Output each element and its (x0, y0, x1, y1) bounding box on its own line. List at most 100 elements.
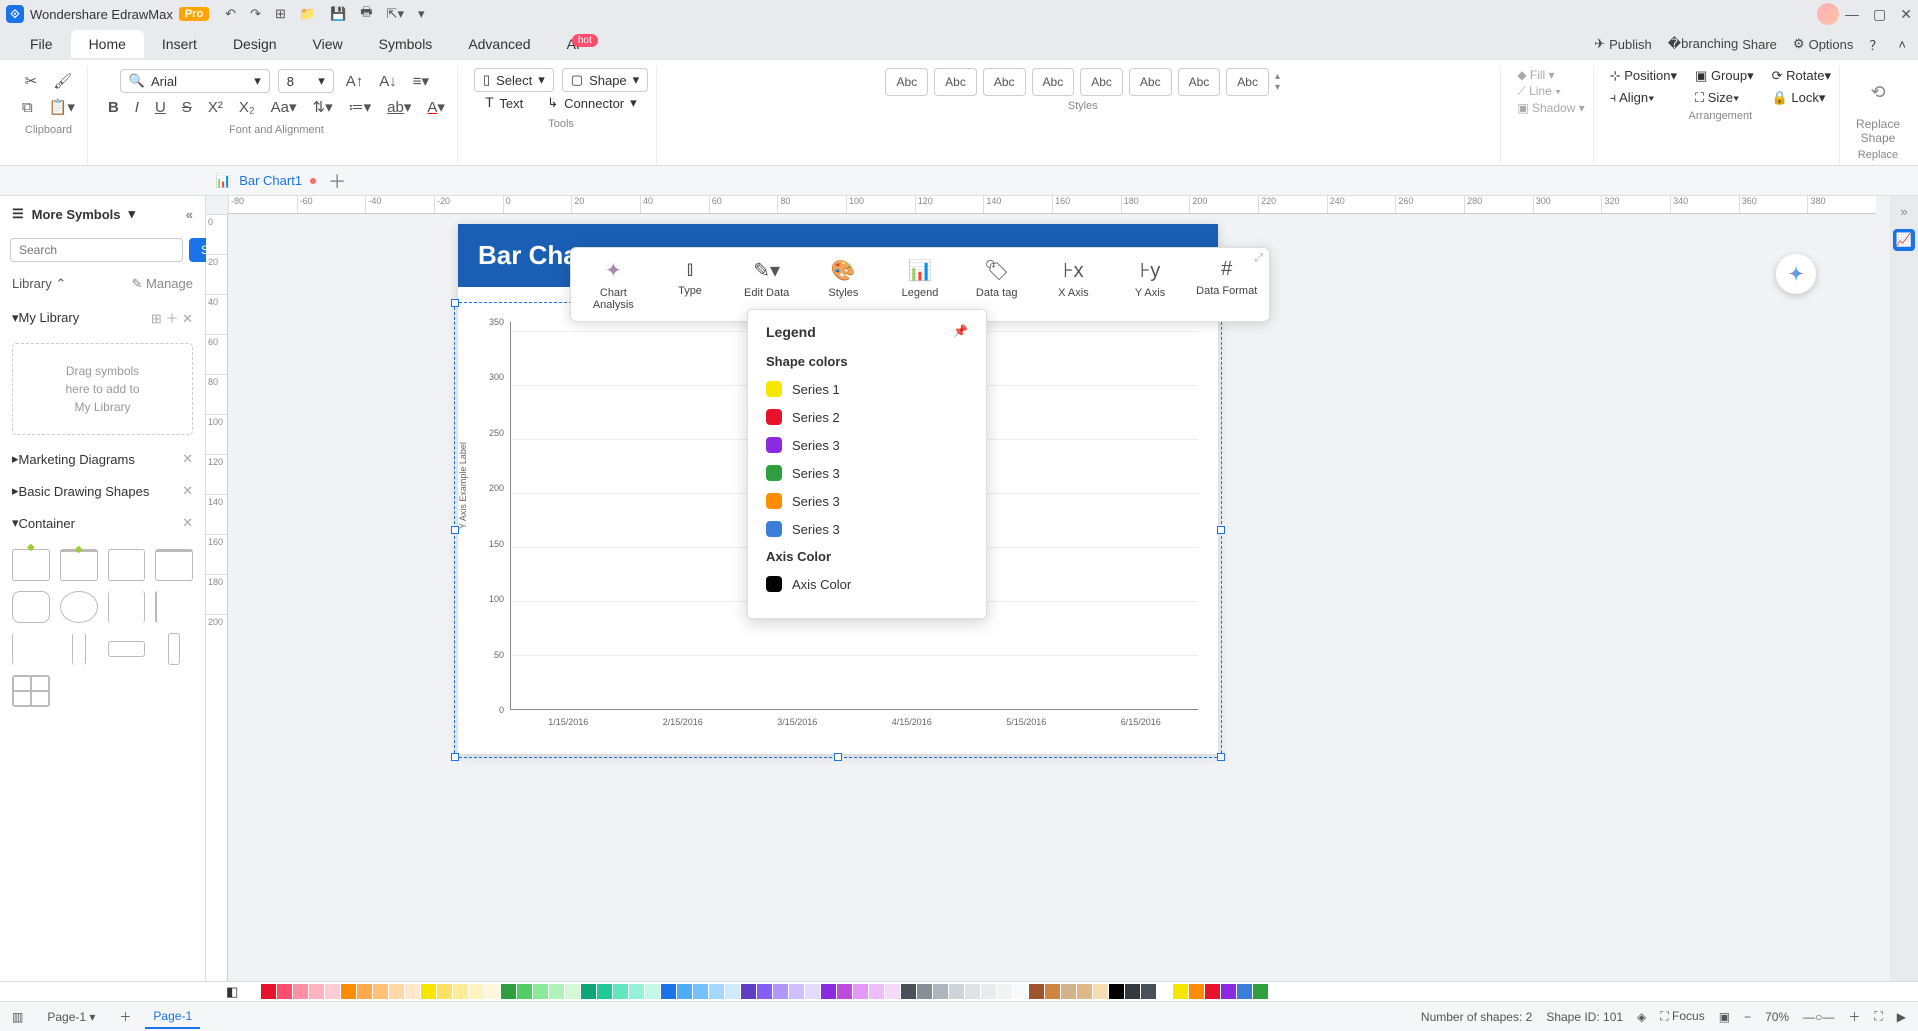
decrease-font-icon[interactable]: A↓ (375, 69, 401, 94)
copy-icon[interactable]: ⧉ (18, 95, 37, 120)
collapse-ribbon-icon[interactable]: ˄ (1898, 37, 1906, 52)
detach-toolbar-icon[interactable]: ⤢ (1254, 252, 1263, 265)
color-swatch[interactable] (373, 984, 388, 999)
container-shape[interactable] (155, 591, 193, 623)
color-swatch[interactable] (757, 984, 772, 999)
color-swatch[interactable] (693, 984, 708, 999)
chart-tool-styles[interactable]: 🎨Styles (805, 256, 882, 313)
color-swatch[interactable] (1157, 984, 1172, 999)
line-button[interactable]: ⟋ Line ▾ (1517, 84, 1584, 99)
color-swatch[interactable] (1045, 984, 1060, 999)
color-swatch[interactable] (517, 984, 532, 999)
export-icon[interactable]: ⇱▾ (387, 6, 404, 22)
color-swatch[interactable] (885, 984, 900, 999)
menu-insert[interactable]: Insert (144, 30, 215, 58)
container-shape[interactable] (108, 549, 146, 581)
menu-view[interactable]: View (295, 30, 361, 58)
color-swatch[interactable] (661, 984, 676, 999)
chart-tool-legend[interactable]: 📊Legend (882, 256, 959, 313)
increase-font-icon[interactable]: A↑ (342, 69, 368, 94)
series-color-swatch[interactable] (766, 437, 782, 453)
color-swatch[interactable] (773, 984, 788, 999)
file-tab[interactable]: 📊 Bar Chart1 (215, 173, 316, 189)
series-color-swatch[interactable] (766, 409, 782, 425)
color-swatch[interactable] (453, 984, 468, 999)
chart-tool-x-axis[interactable]: ⊦xX Axis (1035, 256, 1112, 313)
underline-icon[interactable]: U (151, 95, 170, 120)
color-swatch[interactable] (581, 984, 596, 999)
chart-properties-icon[interactable]: 📈 (1893, 229, 1915, 251)
style-preset[interactable]: Abc (1080, 68, 1123, 96)
new-tab-icon[interactable]: ＋ (328, 168, 346, 194)
bold-icon[interactable]: B (104, 95, 123, 120)
color-swatch[interactable] (805, 984, 820, 999)
color-swatch[interactable] (405, 984, 420, 999)
chart-tool-edit-data[interactable]: ✎▾Edit Data (728, 256, 805, 313)
section-basic-drawing-shapes[interactable]: Basic Drawing Shapes (19, 484, 150, 499)
color-swatch[interactable] (437, 984, 452, 999)
color-swatch[interactable] (277, 984, 292, 999)
color-swatch[interactable] (1173, 984, 1188, 999)
user-avatar[interactable] (1817, 3, 1839, 25)
text-tool[interactable]: 𝖳 Text (477, 92, 531, 114)
replace-shape-button[interactable]: Replace Shape (1856, 117, 1900, 145)
undo-icon[interactable]: ↶ (225, 6, 236, 22)
shape-tool[interactable]: ▢ Shape ▾ (562, 68, 648, 92)
lock-button[interactable]: 🔒 Lock▾ (1772, 90, 1831, 106)
color-swatch[interactable] (485, 984, 500, 999)
color-swatch[interactable] (821, 984, 836, 999)
color-swatch[interactable] (533, 984, 548, 999)
chart-tool-type[interactable]: ⫾Type (652, 256, 729, 313)
highlight-icon[interactable]: ab▾ (383, 94, 415, 120)
expand-lib-icon[interactable]: ＋ (165, 311, 178, 326)
color-swatch[interactable] (981, 984, 996, 999)
container-shape[interactable] (12, 591, 50, 623)
color-swatch[interactable] (709, 984, 724, 999)
color-swatch[interactable] (421, 984, 436, 999)
menu-advanced[interactable]: Advanced (450, 30, 548, 58)
style-preset[interactable]: Abc (1032, 68, 1075, 96)
subscript-icon[interactable]: X₂ (235, 95, 259, 120)
style-preset[interactable]: Abc (983, 68, 1026, 96)
color-swatch[interactable] (325, 984, 340, 999)
mylibrary-section[interactable]: My Library (19, 310, 80, 325)
qa-more-icon[interactable]: ▾ (418, 6, 425, 22)
series-color-swatch[interactable] (766, 465, 782, 481)
line-spacing-icon[interactable]: ⇅▾ (309, 94, 337, 120)
menu-design[interactable]: Design (215, 30, 295, 58)
window-minimize[interactable]: — (1845, 6, 1859, 23)
help-icon[interactable]: ？ (1869, 35, 1882, 54)
color-swatch[interactable] (261, 984, 276, 999)
color-swatch[interactable] (1061, 984, 1076, 999)
container-shape[interactable] (72, 633, 86, 665)
style-preset[interactable]: Abc (1178, 68, 1221, 96)
color-swatch[interactable] (469, 984, 484, 999)
color-swatch[interactable] (1253, 984, 1268, 999)
group-button[interactable]: ▣ Group▾ (1695, 68, 1754, 84)
symbol-search-input[interactable] (10, 238, 183, 262)
list-icon[interactable]: ≔▾ (345, 94, 376, 120)
paste-icon[interactable]: 📋▾ (45, 94, 79, 120)
color-swatch[interactable] (245, 984, 260, 999)
style-preset[interactable]: Abc (885, 68, 928, 96)
container-shape[interactable] (155, 549, 193, 581)
color-swatch[interactable] (1029, 984, 1044, 999)
align-menu-icon[interactable]: ≡▾ (409, 68, 433, 94)
menu-symbols[interactable]: Symbols (361, 30, 451, 58)
color-swatch[interactable] (869, 984, 884, 999)
manage-link[interactable]: ✎ Manage (132, 276, 194, 292)
connector-tool[interactable]: ↳ Connector ▾ (539, 92, 644, 114)
redo-icon[interactable]: ↷ (250, 6, 261, 22)
container-shape[interactable]: ◆ (60, 549, 98, 581)
color-swatch[interactable] (501, 984, 516, 999)
color-swatch[interactable] (1013, 984, 1028, 999)
container-shape[interactable] (60, 591, 98, 623)
rotate-button[interactable]: ⟳ Rotate▾ (1772, 68, 1831, 84)
container-shape[interactable] (108, 591, 146, 623)
font-color-icon[interactable]: A▾ (423, 94, 449, 120)
select-tool[interactable]: ▯ Select ▾ (474, 68, 554, 92)
color-swatch[interactable] (565, 984, 580, 999)
open-icon[interactable]: 📁 (300, 6, 316, 22)
window-maximize[interactable]: ▢ (1873, 6, 1886, 23)
color-swatch[interactable] (549, 984, 564, 999)
